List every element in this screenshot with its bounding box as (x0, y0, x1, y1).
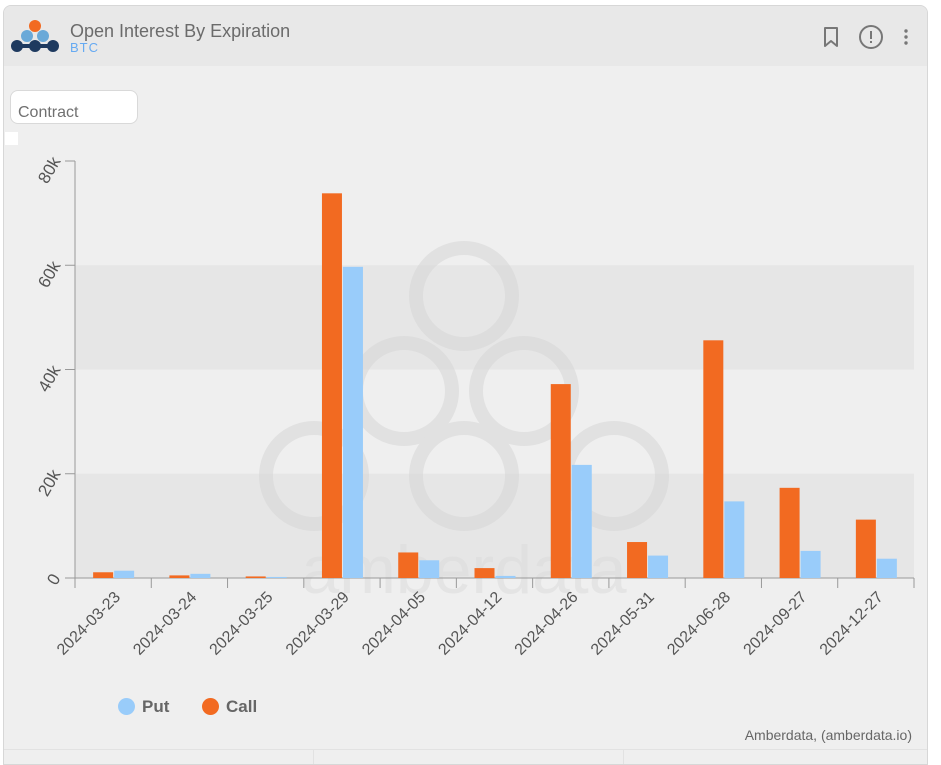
contract-select[interactable]: Contract (10, 90, 138, 124)
bar-call-2024-03-29 (321, 193, 342, 578)
info-icon[interactable] (858, 24, 884, 50)
footer-divider (4, 749, 927, 750)
bar-put-2024-05-31 (648, 555, 669, 578)
bar-call-2024-03-24 (169, 575, 190, 578)
x-tick-label: 2024-06-28 (664, 589, 734, 659)
bar-call-2024-12-27 (855, 519, 876, 578)
bar-put-2024-12-27 (876, 558, 897, 578)
chart-card: Open Interest By Expiration BTC Contract (3, 5, 928, 765)
bar-put-2024-04-26 (571, 464, 592, 578)
x-tick-label: 2024-12-27 (817, 589, 887, 659)
bar-call-2024-03-23 (93, 572, 114, 578)
x-tick-label: 2024-03-25 (207, 589, 277, 659)
export-toggle[interactable] (5, 132, 18, 145)
bar-call-2024-03-25 (245, 576, 266, 578)
legend-dot-put (118, 698, 135, 715)
credits-link[interactable]: Amberdata, (amberdata.io) (744, 727, 912, 743)
bar-put-2024-09-27 (800, 550, 821, 578)
bar-put-2024-03-29 (342, 266, 363, 578)
y-tick-label: 60k (34, 257, 64, 291)
x-tick-label: 2024-03-24 (130, 589, 200, 659)
footer-separator (623, 749, 624, 764)
y-tick-label: 40k (34, 362, 64, 396)
bookmark-icon[interactable] (818, 24, 844, 50)
chart-title: Open Interest By Expiration (70, 21, 291, 41)
footer-separator (313, 749, 314, 764)
y-tick-label: 20k (34, 466, 64, 500)
legend-label-call: Call (226, 697, 258, 716)
bar-put-2024-06-28 (724, 501, 745, 578)
asset-subtitle: BTC (70, 40, 99, 55)
y-tick-label: 0 (43, 571, 64, 589)
legend-dot-call (202, 698, 219, 715)
bar-put-2024-03-24 (190, 573, 211, 578)
bar-call-2024-04-26 (550, 384, 571, 578)
brand-logo-icon (11, 20, 59, 52)
bar-call-2024-05-31 (627, 542, 648, 578)
bar-put-2024-04-05 (419, 560, 440, 578)
legend-label-put: Put (142, 697, 170, 716)
bar-call-2024-09-27 (779, 487, 800, 578)
bar-put-2024-03-23 (114, 570, 135, 578)
y-tick-label: 80k (34, 153, 64, 187)
bar-call-2024-04-12 (474, 568, 495, 578)
more-vertical-icon[interactable] (898, 24, 914, 50)
bar-put-2024-03-25 (266, 576, 287, 578)
x-tick-label: 2024-03-23 (54, 589, 124, 659)
bar-call-2024-04-05 (398, 552, 419, 578)
x-tick-label: 2024-09-27 (741, 589, 811, 659)
bar-put-2024-04-12 (495, 575, 516, 578)
bar-call-2024-06-28 (703, 340, 724, 578)
grid-band (75, 473, 914, 578)
card-header: Open Interest By Expiration BTC (4, 6, 927, 66)
